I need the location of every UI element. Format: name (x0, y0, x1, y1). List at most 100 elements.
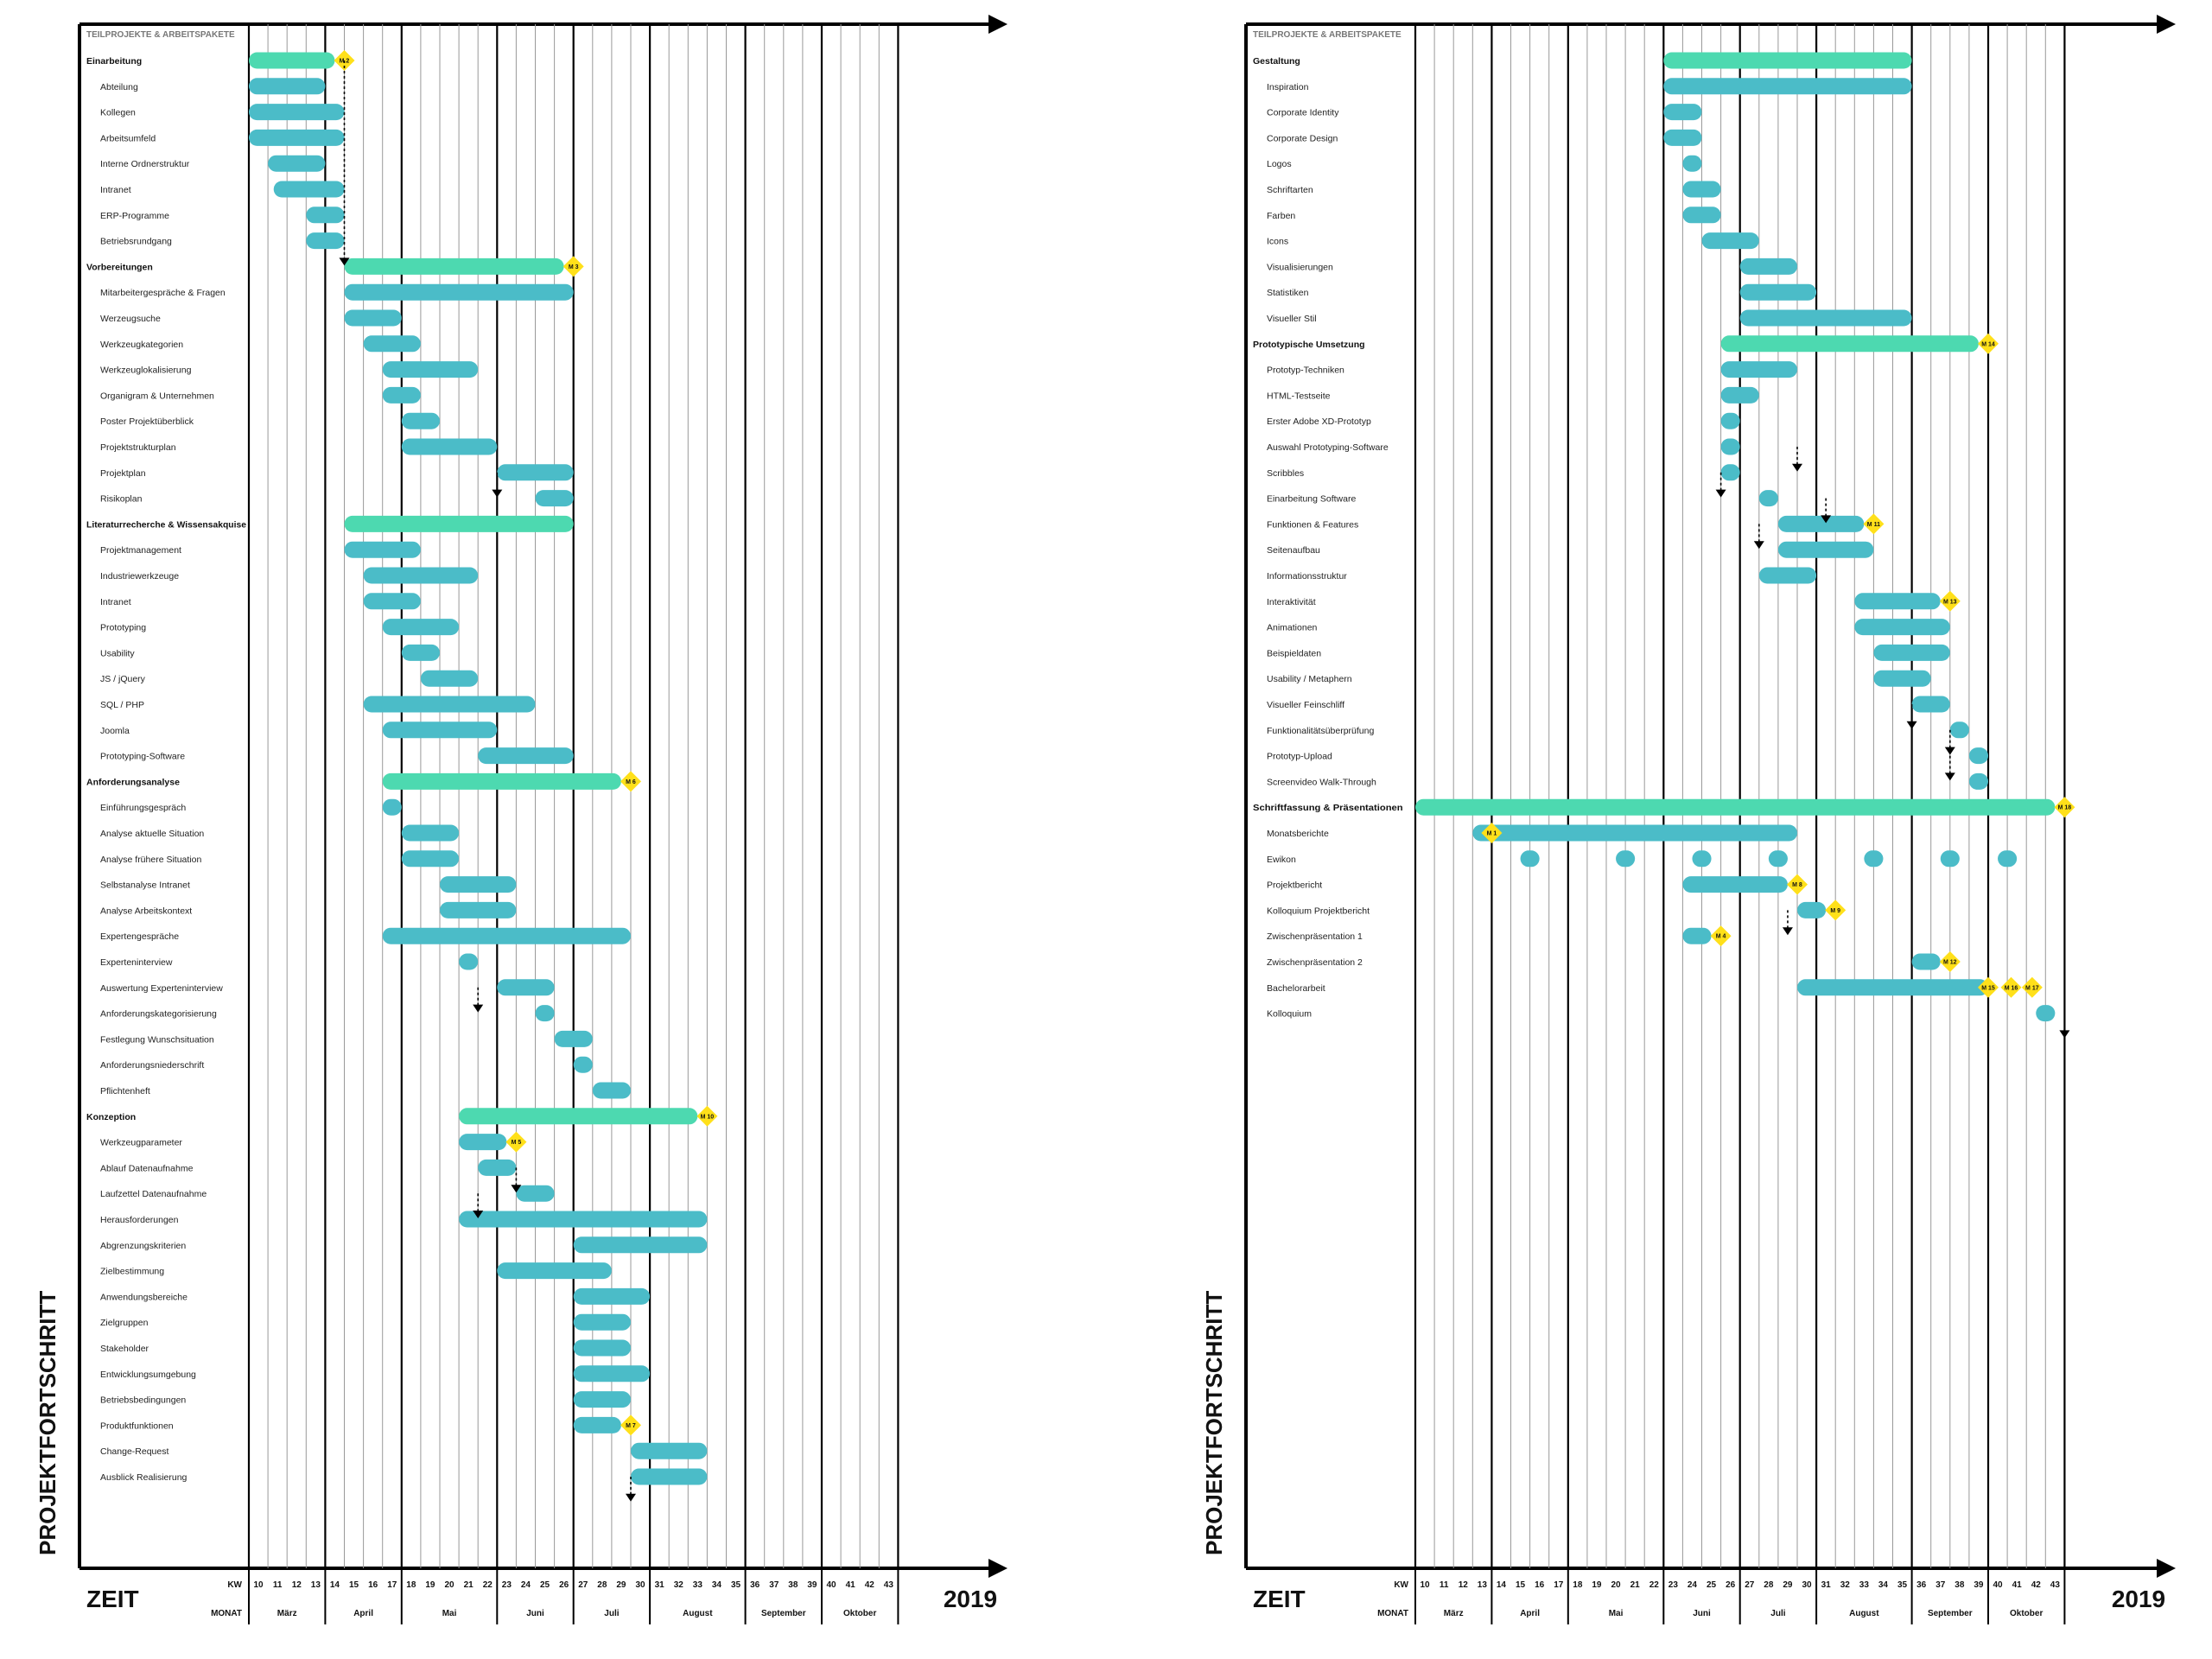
milestone-label: M 1 (1487, 831, 1497, 837)
task-label: Logos (1267, 159, 1292, 169)
phase-label: Prototypische Umsetzung (1253, 340, 1365, 350)
milestone-label: M 13 (1943, 599, 1957, 605)
task-label: Usability (100, 648, 135, 658)
week-tick-label: 26 (559, 1580, 569, 1590)
milestone-label: M 3 (569, 264, 579, 270)
week-tick-label: 29 (616, 1580, 626, 1590)
task-bar (1949, 721, 1969, 739)
task-bar (478, 747, 574, 765)
task-bar (306, 207, 345, 224)
phase-label: Anforderungsanalyse (86, 777, 180, 787)
dependency-arrow-head (2059, 1030, 2070, 1039)
week-tick-label: 22 (1649, 1580, 1660, 1590)
task-bar (401, 438, 498, 455)
task-label: Funktionen & Features (1267, 519, 1358, 530)
task-label: Change-Request (100, 1446, 168, 1457)
task-label: Anwendungsbereiche (100, 1292, 188, 1302)
task-bar (535, 1005, 555, 1022)
task-label: Pflichtenheft (100, 1086, 150, 1096)
phase-label: Vorbereitungen (86, 262, 153, 272)
task-bar (440, 876, 517, 893)
milestone-label: M 17 (2025, 985, 2039, 991)
task-bar (573, 1287, 651, 1305)
task-bar (1758, 567, 1817, 584)
task-label: SQL / PHP (100, 700, 144, 710)
month-tick-label: Juli (1770, 1609, 1785, 1618)
task-bar (1663, 129, 1702, 146)
week-tick-label: 12 (1459, 1580, 1469, 1590)
milestone-label: M 11 (1867, 522, 1880, 528)
year-label: 2019 (2112, 1586, 2165, 1612)
task-bar (420, 670, 479, 687)
year-label: 2019 (944, 1586, 997, 1612)
week-tick-label: 39 (1974, 1580, 1984, 1590)
month-tick-label: Oktober (843, 1609, 876, 1618)
task-label: Statistiken (1267, 288, 1309, 298)
task-bar (631, 1442, 708, 1459)
dependency-arrow-head (473, 1004, 484, 1013)
task-label: Werkzeuglokalisierung (100, 365, 192, 376)
task-bar (249, 78, 326, 95)
task-label: Werkzeugkategorien (100, 340, 183, 350)
task-bar (1758, 490, 1778, 507)
week-tick-label: 36 (750, 1580, 760, 1590)
task-label: Visueller Feinschliff (1267, 700, 1344, 710)
task-bar (401, 412, 440, 429)
phase-label: Literaturrecherche & Wissensakquise (86, 519, 246, 530)
task-label: Ewikon (1267, 855, 1296, 865)
week-tick-label: 13 (1478, 1580, 1488, 1590)
task-bar (478, 1159, 517, 1176)
x-arrow-head (988, 1559, 1007, 1578)
milestone-diamond (620, 1414, 641, 1436)
task-bar (1663, 104, 1702, 121)
top-arrow-head (2157, 15, 2176, 34)
task-bar (382, 798, 402, 816)
month-tick-label: Juli (604, 1609, 619, 1618)
dependency-arrow-head (1944, 772, 1955, 781)
task-bar (1701, 232, 1759, 250)
week-tick-label: 38 (1955, 1580, 1965, 1590)
milestone-diamond (2000, 976, 2022, 998)
task-bar (382, 361, 479, 378)
task-label: Screenvideo Walk-Through (1267, 777, 1376, 787)
task-label: Intranet (100, 185, 131, 195)
dependency-arrow-head (626, 1493, 636, 1502)
task-label: Ausblick Realisierung (100, 1472, 188, 1483)
task-bar (573, 1236, 708, 1254)
task-bar (1616, 850, 1636, 868)
milestone-diamond (696, 1105, 718, 1127)
kw-label: KW (227, 1580, 242, 1590)
week-tick-label: 41 (846, 1580, 856, 1590)
task-label: Usability / Metaphern (1267, 674, 1352, 684)
task-bar (1911, 696, 1950, 713)
task-bar (1998, 850, 2018, 868)
week-tick-label: 11 (273, 1580, 283, 1590)
week-tick-label: 35 (1897, 1580, 1908, 1590)
task-label: Zwischenpräsentation 2 (1267, 957, 1363, 968)
milestone-label: M 16 (2005, 985, 2018, 991)
week-tick-label: 16 (368, 1580, 378, 1590)
task-label: Organigram & Unternehmen (100, 391, 214, 401)
milestone-label: M 10 (701, 1114, 715, 1120)
task-bar (1873, 670, 1931, 687)
week-tick-label: 41 (2012, 1580, 2023, 1590)
milestone-diamond (1481, 823, 1503, 843)
task-bar (1968, 747, 1988, 765)
task-label: Risikoplan (100, 494, 143, 505)
task-label: Prototyp-Techniken (1267, 365, 1344, 376)
week-tick-label: 27 (578, 1580, 588, 1590)
task-bar (401, 850, 460, 868)
task-label: Visueller Stil (1267, 314, 1317, 324)
task-label: Analyse Arbeitskontext (100, 906, 192, 916)
week-tick-label: 29 (1783, 1580, 1793, 1590)
task-label: Projektplan (100, 468, 146, 479)
task-label: Experteninterview (100, 957, 173, 968)
task-label: Projektmanagement (100, 545, 181, 556)
task-bar (1472, 824, 1797, 842)
task-bar (497, 464, 574, 481)
task-label: Poster Projektüberblick (100, 416, 194, 427)
month-tick-label: Juni (1693, 1609, 1711, 1618)
week-tick-label: 12 (292, 1580, 302, 1590)
month-tick-label: Oktober (2010, 1609, 2043, 1618)
phase-bar (1720, 335, 1979, 353)
